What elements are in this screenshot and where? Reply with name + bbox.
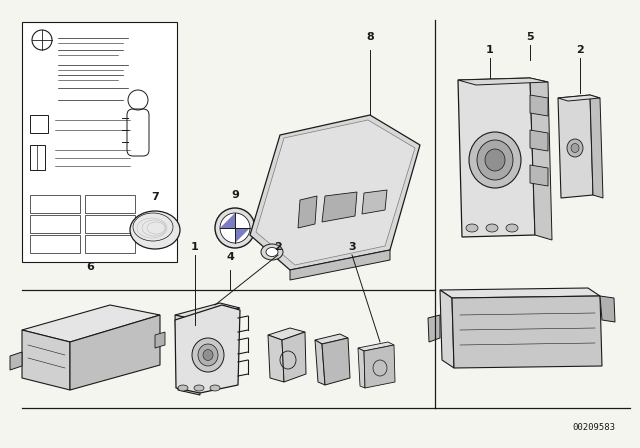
Bar [30, 235, 80, 253]
Ellipse shape [506, 224, 518, 232]
Bar [30, 145, 45, 170]
Bar [85, 235, 135, 253]
Bar [85, 195, 135, 213]
Bar [30, 115, 48, 133]
Polygon shape [22, 305, 160, 342]
Text: 00209583: 00209583 [572, 423, 615, 432]
Polygon shape [530, 95, 548, 116]
Polygon shape [175, 303, 240, 320]
Polygon shape [358, 342, 394, 351]
Ellipse shape [261, 244, 283, 260]
Polygon shape [590, 95, 603, 198]
Ellipse shape [571, 143, 579, 152]
Polygon shape [315, 334, 348, 344]
Text: 8: 8 [366, 32, 374, 42]
Ellipse shape [210, 385, 220, 391]
Polygon shape [452, 296, 602, 368]
Text: 5: 5 [526, 32, 534, 42]
Polygon shape [70, 315, 160, 390]
Polygon shape [235, 228, 250, 243]
Polygon shape [268, 328, 305, 340]
Polygon shape [282, 332, 306, 382]
FancyBboxPatch shape [127, 109, 149, 156]
Polygon shape [530, 165, 548, 186]
Polygon shape [530, 130, 548, 151]
Ellipse shape [485, 149, 505, 171]
Ellipse shape [567, 139, 583, 157]
Ellipse shape [466, 224, 478, 232]
Polygon shape [364, 345, 395, 388]
Polygon shape [458, 78, 535, 237]
Polygon shape [322, 338, 350, 385]
Polygon shape [600, 296, 615, 322]
Polygon shape [358, 348, 365, 388]
Polygon shape [558, 95, 600, 101]
Bar [30, 215, 80, 233]
Polygon shape [428, 315, 440, 342]
Polygon shape [530, 78, 552, 240]
Ellipse shape [477, 140, 513, 180]
Polygon shape [440, 290, 454, 368]
Text: 2: 2 [274, 242, 282, 252]
Bar [22, 22, 177, 262]
Bar [85, 215, 135, 233]
Text: 2: 2 [576, 45, 584, 55]
Text: 1: 1 [191, 242, 199, 252]
Ellipse shape [486, 224, 498, 232]
Ellipse shape [178, 385, 188, 391]
Polygon shape [155, 332, 165, 348]
Ellipse shape [203, 349, 213, 361]
Circle shape [215, 208, 255, 248]
Polygon shape [220, 213, 235, 228]
Polygon shape [558, 95, 593, 198]
Ellipse shape [198, 344, 218, 366]
Text: 9: 9 [231, 190, 239, 200]
Ellipse shape [130, 211, 180, 249]
Polygon shape [175, 315, 200, 395]
Polygon shape [362, 190, 387, 214]
Polygon shape [175, 305, 240, 393]
Text: 1: 1 [486, 45, 494, 55]
Ellipse shape [194, 385, 204, 391]
Polygon shape [322, 192, 357, 222]
Polygon shape [256, 120, 415, 265]
Bar [30, 195, 80, 213]
Polygon shape [298, 196, 317, 228]
Text: 7: 7 [151, 192, 159, 202]
Circle shape [220, 213, 250, 243]
Text: 3: 3 [348, 242, 356, 252]
Polygon shape [250, 115, 420, 270]
Polygon shape [315, 340, 325, 385]
Polygon shape [290, 250, 390, 280]
Polygon shape [458, 78, 548, 85]
Text: 6: 6 [86, 262, 94, 272]
Ellipse shape [192, 338, 224, 372]
Ellipse shape [266, 247, 278, 257]
Polygon shape [440, 288, 600, 298]
Polygon shape [10, 352, 22, 370]
Ellipse shape [469, 132, 521, 188]
Polygon shape [268, 335, 284, 382]
Text: 4: 4 [226, 252, 234, 262]
Polygon shape [22, 330, 70, 390]
